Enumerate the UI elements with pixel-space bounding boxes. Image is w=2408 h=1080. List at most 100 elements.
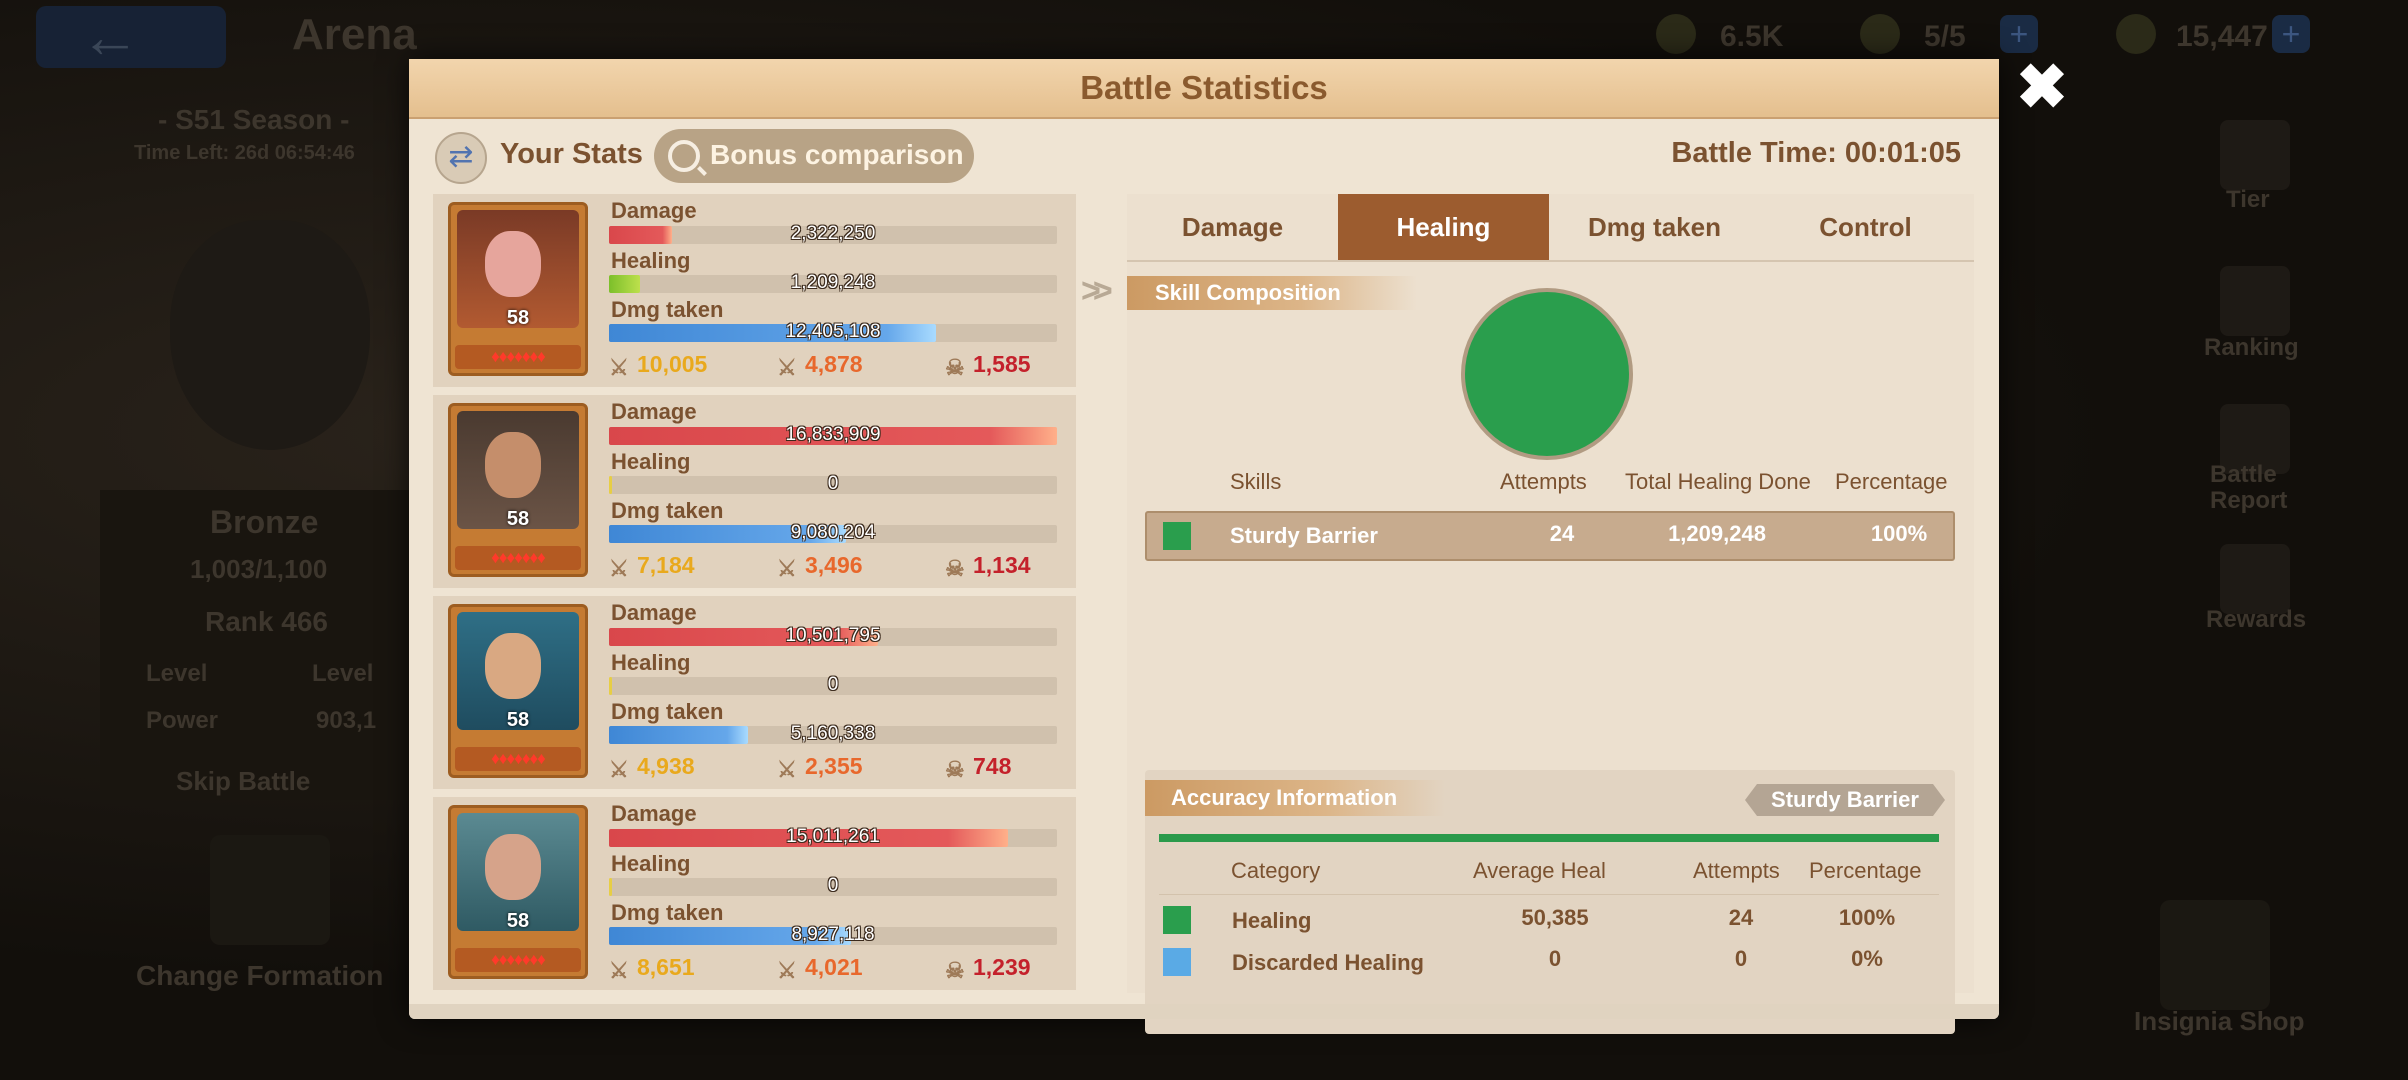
dmg-taken-value: 8,927,118 [791,924,875,945]
damage-value: 16,833,909 [785,424,881,445]
insignia-shop-button[interactable]: Insignia Shop [2134,1006,2305,1036]
season-label: - S51 Season - [158,104,350,135]
accuracy-title: Accuracy Information [1171,785,1398,810]
tier-progress: 1,003/1,100 [190,554,328,584]
damage-value: 2,322,250 [790,223,876,244]
dmg-taken-label: Dmg taken [611,297,724,322]
tier-menu-button[interactable]: Tier [2226,186,2270,213]
accuracy-header: Accuracy Information [1145,780,1445,816]
dmg-taken-bar-fill [609,324,937,342]
deaths-stat: ☠ 1,585 [945,351,1031,379]
dmg-taken-label: Dmg taken [611,699,724,724]
accuracy-bar [1159,834,1939,842]
skull-icon: ☠ [945,958,965,983]
skill-row[interactable]: Sturdy Barrier 24 1,209,248 100% [1145,511,1955,561]
wound-icon: ⚔ [777,958,797,983]
tab-dmg-taken[interactable]: Dmg taken [1588,212,1721,242]
kills-stat: ⚔ 7,184 [609,552,695,580]
healing-bar-fill [609,878,612,896]
hero-portrait[interactable]: 58 ♦♦♦♦♦♦♦ [448,604,588,778]
tab-damage[interactable]: Damage [1181,212,1284,242]
resource-icon [1656,14,1696,54]
hero-face [485,432,541,498]
skip-battle-toggle[interactable]: Skip Battle [176,766,311,796]
kill-icon: ⚔ [609,757,629,782]
hero-row[interactable]: 58 ♦♦♦♦♦♦♦ Damage 2,322,250 Healing 1,20… [433,194,1076,387]
stamina-icon [1860,14,1900,54]
healing-bar: 0 [609,674,1057,695]
hero-level: 58 [506,307,530,329]
damage-bar: 10,501,795 [609,625,1057,646]
hero-portrait[interactable]: 58 ♦♦♦♦♦♦♦ [448,805,588,979]
dmg-taken-bar-fill [609,927,851,945]
acc-attempts: 24 [1728,905,1754,930]
deaths-value: 1,239 [973,954,1031,980]
tier-info-panel [100,490,430,800]
skill-pie-chart [1461,288,1633,460]
battle-report-menu-button[interactable]: Battle Report [2210,461,2288,514]
close-icon[interactable]: ✖ [2016,53,2068,122]
stamina-value: 5/5 [1924,20,1966,53]
back-button[interactable] [36,6,226,68]
col-acc-attempts: Attempts [1693,858,1780,883]
acc-percentage: 100% [1838,905,1896,930]
severe-wounds-value: 4,021 [805,954,863,980]
healing-value: 0 [827,674,839,695]
switch-side-icon[interactable]: ⇄ [435,132,487,184]
battle-report-icon [2220,404,2290,474]
kills-stat: ⚔ 10,005 [609,351,707,379]
healing-bar-fill [609,677,612,695]
level-label: Level [146,660,208,687]
kill-icon: ⚔ [609,556,629,581]
dmg-taken-bar: 9,080,204 [609,522,1057,543]
kill-icon: ⚔ [609,958,629,983]
damage-bar: 15,011,261 [609,826,1057,847]
col-percentage: Percentage [1835,469,1948,494]
change-formation-button[interactable]: Change Formation [136,960,384,991]
wound-icon: ⚔ [777,556,797,581]
hero-row[interactable]: 58 ♦♦♦♦♦♦♦ Damage 10,501,795 Healing 0 D… [433,596,1076,789]
hero-level: 58 [506,508,530,530]
col-average-heal: Average Heal [1473,858,1606,883]
severe-wounds-stat: ⚔ 4,878 [777,351,863,379]
kill-icon: ⚔ [609,355,629,380]
ranking-icon [2220,266,2290,336]
deaths-stat: ☠ 1,134 [945,552,1031,580]
coin-value: 15,447 [2176,20,2268,53]
col-category: Category [1231,858,1321,883]
acc-category: Healing [1232,908,1312,933]
accuracy-panel: Accuracy Information Sturdy Barrier Cate… [1145,770,1955,1034]
add-stamina-button[interactable]: + [2000,15,2038,53]
rewards-menu-button[interactable]: Rewards [2206,606,2307,633]
rewards-icon [2220,544,2290,614]
dmg-taken-value: 9,080,204 [790,522,876,543]
dmg-taken-value: 5,160,338 [790,723,876,744]
hero-row[interactable]: 58 ♦♦♦♦♦♦♦ Damage 15,011,261 Healing 0 D… [433,797,1076,990]
tab-healing[interactable]: Healing [1338,194,1549,260]
healing-bar: 1,209,248 [609,272,1057,293]
healing-label: Healing [611,449,691,474]
severe-wounds-stat: ⚔ 3,496 [777,552,863,580]
magnifier-icon [668,140,700,172]
tab-control[interactable]: Control [1819,212,1912,242]
bonus-comparison-button[interactable]: Bonus comparison [654,129,974,183]
power-value: 903,1 [316,707,377,734]
level-value-label: Level [312,660,374,687]
wound-icon: ⚔ [777,355,797,380]
hero-row[interactable]: 58 ♦♦♦♦♦♦♦ Damage 16,833,909 Healing 0 D… [433,395,1076,588]
dmg-taken-label: Dmg taken [611,900,724,925]
col-attempts: Attempts [1500,469,1587,494]
ranking-menu-button[interactable]: Ranking [2204,334,2299,361]
add-coin-button[interactable]: + [2272,15,2310,53]
star-rating: ♦♦♦♦♦♦♦ [455,345,581,369]
skull-icon: ☠ [945,556,965,581]
kills-value: 7,184 [637,552,695,578]
hero-face [485,834,541,900]
deaths-stat: ☠ 1,239 [945,954,1031,982]
severe-wounds-value: 3,496 [805,552,863,578]
hero-portrait[interactable]: 58 ♦♦♦♦♦♦♦ [448,403,588,577]
hero-portrait[interactable]: 58 ♦♦♦♦♦♦♦ [448,202,588,376]
resource-value: 6.5K [1720,20,1784,53]
damage-bar-fill [609,427,1057,445]
dmg-taken-value: 12,405,108 [785,321,881,342]
